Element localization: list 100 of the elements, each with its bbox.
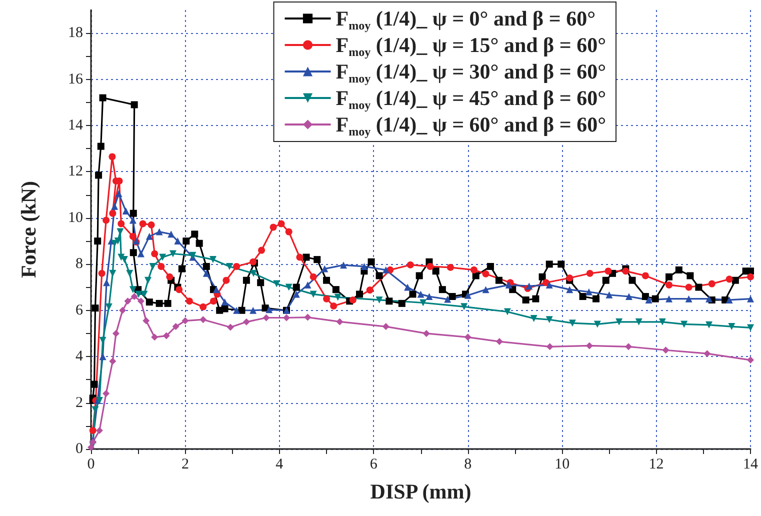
point (176, 286, 183, 294)
point (330, 302, 338, 310)
point (464, 292, 472, 299)
point (658, 318, 666, 326)
point (162, 332, 170, 340)
point (420, 299, 427, 306)
point (726, 276, 733, 283)
point (685, 284, 692, 291)
y-axis-title: Force (kN) (16, 181, 40, 278)
point (642, 272, 649, 280)
point (382, 323, 390, 330)
point (222, 276, 230, 284)
point (233, 306, 240, 314)
point (186, 298, 193, 305)
point (645, 296, 652, 304)
point (124, 298, 132, 305)
point (210, 256, 217, 264)
point (417, 290, 424, 298)
point (226, 262, 233, 270)
y-tick-label: 0 (76, 441, 83, 457)
y-tick-label: 2 (76, 394, 83, 411)
point (226, 324, 234, 331)
point (446, 264, 454, 271)
point (151, 334, 158, 341)
point (282, 314, 290, 322)
point (89, 427, 96, 434)
point (496, 338, 503, 346)
point (142, 317, 150, 324)
point (129, 286, 136, 294)
point (747, 356, 754, 364)
point (109, 358, 116, 365)
point (586, 270, 594, 277)
point (635, 318, 642, 326)
point (504, 308, 511, 316)
point (726, 296, 733, 304)
point (662, 346, 670, 354)
point (704, 350, 711, 358)
y-tick-label: 10 (68, 210, 83, 226)
point (292, 290, 300, 298)
point (159, 254, 166, 261)
point (349, 296, 356, 304)
point (404, 284, 412, 291)
point (115, 190, 122, 198)
point (105, 303, 112, 310)
point (464, 334, 472, 341)
point (96, 427, 103, 434)
point (747, 273, 754, 280)
point (366, 286, 374, 294)
point (273, 280, 280, 288)
point (680, 320, 688, 328)
point (258, 246, 266, 254)
point (625, 293, 632, 300)
point (119, 306, 126, 314)
point (310, 290, 317, 298)
point (137, 250, 144, 258)
point (321, 265, 328, 272)
point (221, 298, 228, 306)
point (122, 208, 130, 215)
point (323, 295, 330, 302)
point (426, 262, 434, 270)
point (109, 210, 116, 217)
point (270, 224, 277, 231)
point (250, 270, 258, 277)
point (151, 250, 158, 258)
point (606, 291, 613, 298)
point (202, 270, 210, 277)
point (296, 254, 304, 261)
point (406, 261, 414, 268)
x-axis-title: DISP (mm) (370, 480, 472, 504)
point (118, 220, 125, 228)
point (242, 318, 250, 326)
point (172, 323, 180, 330)
point (566, 286, 574, 294)
y-tick-label: 16 (68, 71, 84, 88)
y-tick-label: 14 (68, 118, 84, 134)
point (139, 220, 146, 228)
point (99, 353, 106, 360)
x-tick-label: 2 (181, 456, 189, 472)
y-tick-label: 8 (76, 256, 83, 272)
point (546, 316, 553, 324)
point (135, 290, 142, 298)
point (530, 314, 538, 322)
point (278, 220, 285, 228)
point (200, 303, 207, 310)
point (336, 318, 344, 326)
x-tick-label: 8 (464, 456, 472, 472)
point (546, 281, 553, 288)
point (103, 279, 110, 286)
point (585, 288, 592, 296)
point (708, 280, 716, 288)
point (666, 281, 673, 288)
x-tick-label: 6 (370, 456, 378, 472)
point (340, 262, 347, 269)
point (166, 273, 174, 280)
point (604, 268, 612, 275)
point (129, 216, 136, 224)
point (747, 295, 754, 302)
point (102, 390, 110, 398)
point (169, 250, 176, 258)
point (285, 228, 292, 236)
